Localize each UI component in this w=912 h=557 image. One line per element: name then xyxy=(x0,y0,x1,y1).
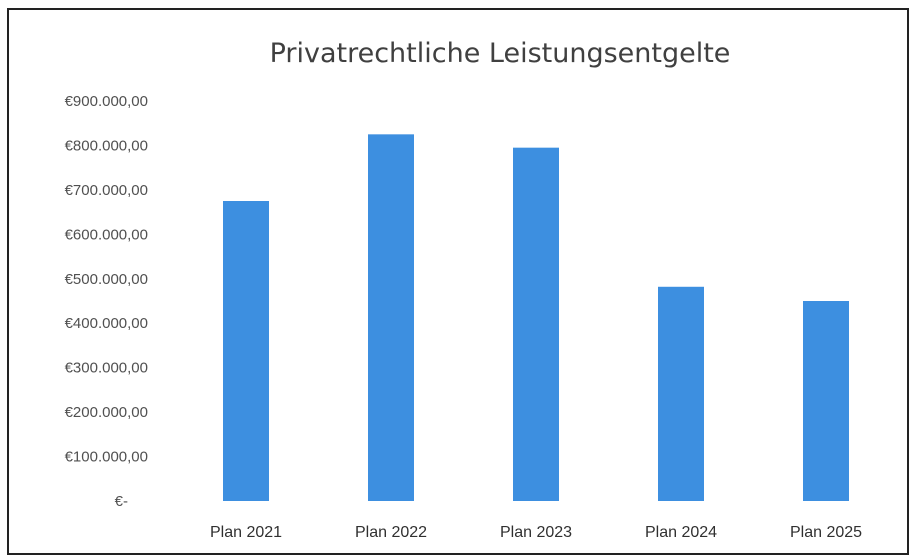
y-tick-label: €900.000,00 xyxy=(65,93,148,110)
bar xyxy=(223,201,269,501)
bar xyxy=(803,301,849,501)
y-tick-label: €800.000,00 xyxy=(65,137,148,154)
x-tick-label: Plan 2025 xyxy=(790,524,862,541)
bar xyxy=(513,147,559,501)
x-tick-label: Plan 2022 xyxy=(355,524,427,541)
y-tick-label: €400.000,00 xyxy=(65,315,148,332)
x-tick-label: Plan 2021 xyxy=(210,524,282,541)
x-tick-label: Plan 2023 xyxy=(500,524,572,541)
chart-title: Privatrechtliche Leistungsentgelte xyxy=(270,38,731,69)
y-tick-label: €600.000,00 xyxy=(65,226,148,243)
y-axis-ticks: €- €100.000,00 €200.000,00 €300.000,00 €400.… xyxy=(65,93,148,510)
y-tick-label: €100.000,00 xyxy=(65,449,148,466)
y-tick-label: €- xyxy=(115,493,128,510)
y-tick-label: €700.000,00 xyxy=(65,182,148,199)
chart-border xyxy=(7,8,909,555)
x-axis-ticks: Plan 2021 Plan 2022 Plan 2023 Plan 2024 Plan… xyxy=(210,524,862,541)
bars xyxy=(223,134,849,502)
bar xyxy=(658,286,704,501)
x-tick-label: Plan 2024 xyxy=(645,524,717,541)
y-tick-label: €500.000,00 xyxy=(65,271,148,288)
y-tick-label: €200.000,00 xyxy=(65,404,148,421)
y-tick-label: €300.000,00 xyxy=(65,360,148,377)
bar xyxy=(368,134,414,502)
